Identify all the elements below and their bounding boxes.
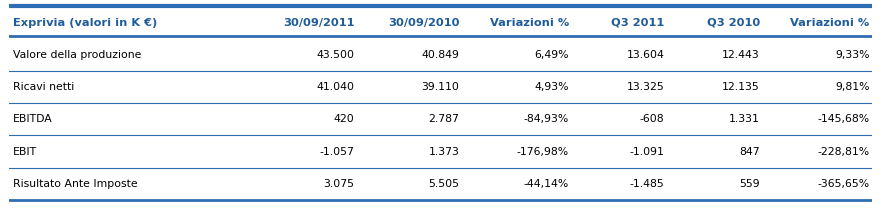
Text: EBITDA: EBITDA bbox=[13, 114, 53, 124]
Text: -1.485: -1.485 bbox=[630, 179, 664, 189]
Text: 39.110: 39.110 bbox=[421, 82, 459, 92]
Text: -1.057: -1.057 bbox=[320, 147, 354, 157]
Text: Exprivia (valori in K €): Exprivia (valori in K €) bbox=[13, 18, 158, 28]
Text: -84,93%: -84,93% bbox=[524, 114, 569, 124]
Text: 12.443: 12.443 bbox=[722, 50, 760, 60]
Text: 847: 847 bbox=[739, 147, 760, 157]
Text: -608: -608 bbox=[640, 114, 664, 124]
Text: 420: 420 bbox=[334, 114, 354, 124]
Text: 2.787: 2.787 bbox=[428, 114, 459, 124]
Text: 9,81%: 9,81% bbox=[835, 82, 870, 92]
Text: 1.373: 1.373 bbox=[428, 147, 459, 157]
Text: 30/09/2011: 30/09/2011 bbox=[283, 18, 354, 28]
Text: Variazioni %: Variazioni % bbox=[790, 18, 870, 28]
Text: -365,65%: -365,65% bbox=[818, 179, 870, 189]
Text: -228,81%: -228,81% bbox=[818, 147, 870, 157]
Text: -44,14%: -44,14% bbox=[524, 179, 569, 189]
Text: 559: 559 bbox=[739, 179, 760, 189]
Text: 9,33%: 9,33% bbox=[835, 50, 870, 60]
Text: 40.849: 40.849 bbox=[421, 50, 459, 60]
Text: 13.325: 13.325 bbox=[626, 82, 664, 92]
Text: Risultato Ante Imposte: Risultato Ante Imposte bbox=[13, 179, 137, 189]
Text: Valore della produzione: Valore della produzione bbox=[13, 50, 142, 60]
Text: Ricavi netti: Ricavi netti bbox=[13, 82, 74, 92]
Text: 30/09/2010: 30/09/2010 bbox=[388, 18, 459, 28]
Text: Q3 2011: Q3 2011 bbox=[611, 18, 664, 28]
Text: 5.505: 5.505 bbox=[428, 179, 459, 189]
Text: 41.040: 41.040 bbox=[316, 82, 354, 92]
Text: 4,93%: 4,93% bbox=[535, 82, 569, 92]
Text: 12.135: 12.135 bbox=[722, 82, 760, 92]
Text: Variazioni %: Variazioni % bbox=[490, 18, 569, 28]
Text: -1.091: -1.091 bbox=[630, 147, 664, 157]
Text: Q3 2010: Q3 2010 bbox=[707, 18, 760, 28]
Text: 43.500: 43.500 bbox=[316, 50, 354, 60]
Text: -176,98%: -176,98% bbox=[517, 147, 569, 157]
Text: EBIT: EBIT bbox=[13, 147, 37, 157]
Text: -145,68%: -145,68% bbox=[818, 114, 870, 124]
Text: 1.331: 1.331 bbox=[729, 114, 760, 124]
Text: 13.604: 13.604 bbox=[626, 50, 664, 60]
Text: 3.075: 3.075 bbox=[323, 179, 354, 189]
Text: 6,49%: 6,49% bbox=[535, 50, 569, 60]
